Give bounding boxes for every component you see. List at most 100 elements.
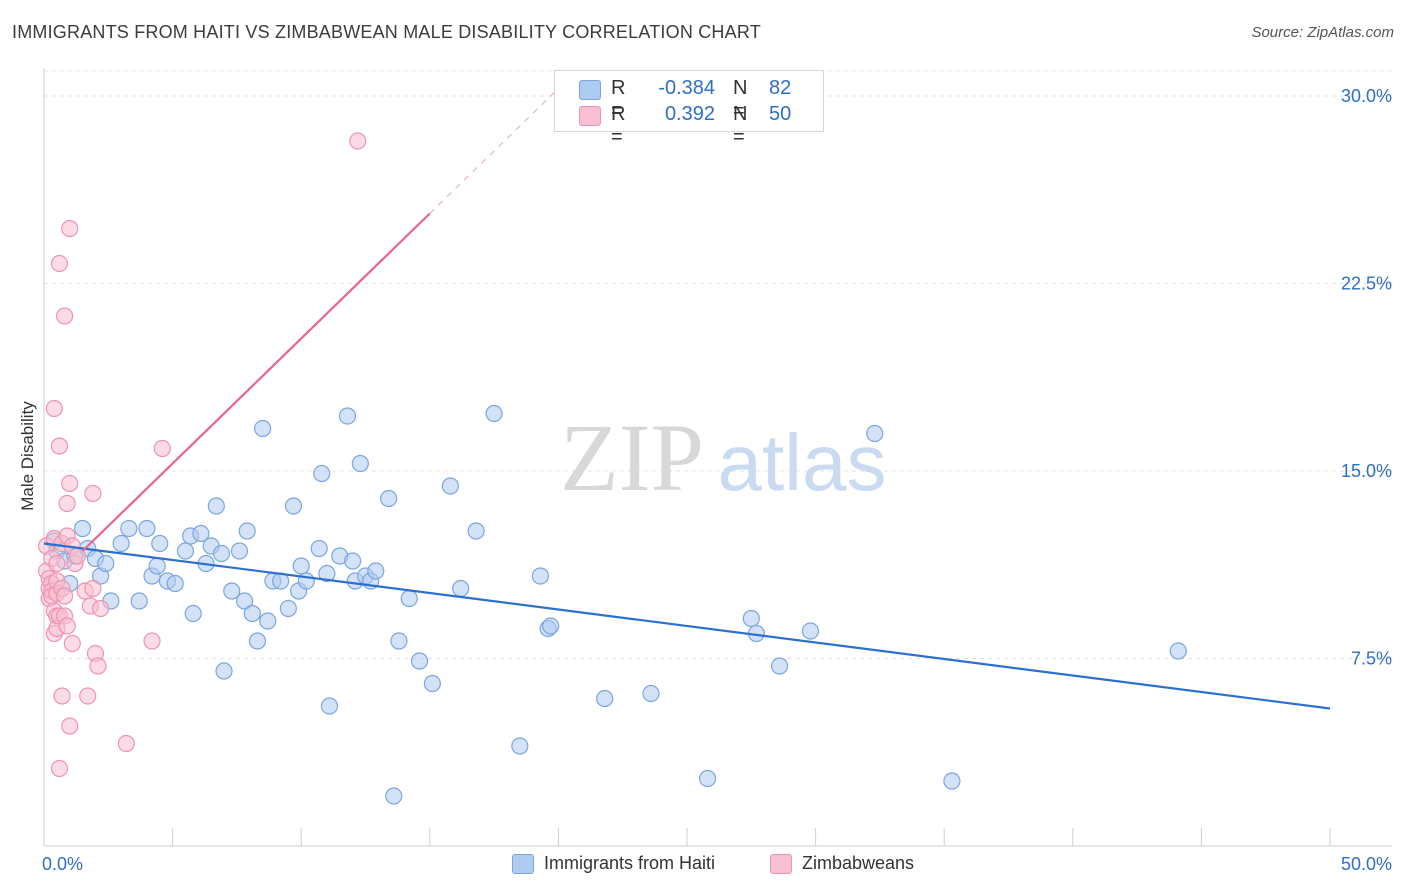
zimbabwe-point (153, 439, 171, 458)
haiti-point (230, 542, 249, 560)
n-value: 50 (769, 103, 792, 125)
haiti-point (542, 617, 560, 635)
haiti-point (166, 574, 184, 593)
zimbabwe-point (61, 219, 79, 238)
haiti-point (410, 652, 429, 670)
haiti-point (344, 552, 362, 570)
haiti-point (943, 772, 961, 790)
haiti-point (243, 604, 261, 623)
r-value: -0.384 (658, 77, 715, 99)
zimbabwe-point (55, 307, 74, 325)
y-tick-label: 15.0% (1341, 461, 1392, 481)
zimbabwe-point (48, 554, 66, 573)
zimbabwe-point (55, 587, 74, 605)
haiti-point (423, 674, 441, 693)
haiti-point (801, 622, 820, 640)
haiti-point (215, 662, 233, 680)
trend-lines (43, 75, 1331, 710)
r-label: R = (611, 103, 626, 148)
zimbabwe-point (61, 474, 79, 493)
y-axis-label: Male Disability (18, 401, 37, 511)
haiti-point (207, 497, 225, 515)
zimbabwe-point (45, 399, 63, 418)
zimbabwe-point (91, 599, 110, 618)
haiti-point (138, 519, 156, 538)
haiti-point (248, 632, 267, 650)
haiti-point (254, 419, 272, 438)
haiti-point (531, 567, 549, 585)
n-label: N = (733, 77, 748, 122)
zimbabwe-point (143, 632, 161, 650)
haiti-point (97, 554, 115, 573)
zimbabwe-point (63, 634, 81, 653)
haiti-point (292, 557, 310, 575)
source-label: Source: ZipAtlas.com (1251, 24, 1394, 41)
zimbabwe-point (89, 657, 107, 675)
haiti-point (485, 404, 503, 423)
legend-label-haiti: Immigrants from Haiti (544, 853, 716, 873)
y-tick-label: 30.0% (1341, 86, 1392, 106)
haiti-point (259, 612, 277, 630)
haiti-point (467, 522, 485, 540)
haiti-point (73, 519, 92, 538)
haiti-point (279, 599, 297, 618)
zimbabwe-point (349, 132, 367, 150)
haiti-point (866, 424, 884, 443)
haiti-point (742, 609, 760, 628)
axes (43, 68, 1392, 847)
y-tick-label: 7.5% (1351, 649, 1392, 669)
haiti-point (452, 579, 470, 598)
r-label: R = (611, 77, 626, 122)
zimbabwe-point (53, 687, 71, 705)
haiti-point (320, 697, 339, 715)
haiti-point (385, 787, 403, 805)
legend-label-zimbabwe: Zimbabweans (802, 853, 915, 873)
haiti-point (184, 604, 202, 623)
haiti-point (642, 684, 660, 703)
haiti-point (390, 632, 408, 650)
zimbabwe-swatch (579, 106, 601, 126)
zimbabwe-point (79, 687, 97, 705)
zimbabwe-point (58, 617, 76, 635)
zimbabwe-trend-line (81, 212, 431, 552)
zimbabwe-swatch (770, 854, 792, 874)
r-value: 0.392 (664, 103, 715, 125)
haiti-point (130, 592, 148, 610)
zimbabwe-point (84, 579, 102, 598)
haiti-trend-line (43, 542, 1331, 710)
zimbabwe-points (37, 132, 367, 778)
zimbabwe-point (50, 759, 69, 778)
chart-title: IMMIGRANTS FROM HAITI VS ZIMBABWEAN MALE… (12, 22, 761, 42)
n-value: 82 (769, 77, 792, 99)
x-tick-label: 0.0% (42, 854, 83, 874)
haiti-point (400, 589, 418, 608)
watermark-zip: ZIP (560, 404, 704, 511)
zimbabwe-point (117, 734, 135, 753)
n-label: N = (733, 103, 748, 148)
haiti-point (441, 477, 459, 495)
haiti-swatch (512, 854, 534, 874)
series-legend: Immigrants from Haiti Zimbabweans (0, 852, 1406, 878)
haiti-point (120, 519, 138, 538)
haiti-point (318, 564, 336, 583)
zimbabwe-point (84, 484, 102, 503)
x-tick-label: 50.0% (1341, 854, 1392, 874)
haiti-point (338, 407, 357, 425)
haiti-point (223, 582, 241, 600)
haiti-swatch (579, 80, 601, 100)
zimbabwe-trend-extension (429, 75, 572, 214)
zimbabwe-point (50, 254, 69, 273)
tick-labels: 7.5% 15.0% 22.5% 30.0% 0.0% 50.0% (42, 86, 1392, 874)
haiti-point (284, 497, 303, 515)
haiti-point (212, 544, 231, 563)
haiti-point (698, 769, 717, 788)
haiti-point (770, 657, 789, 675)
haiti-point (310, 539, 328, 558)
haiti-point (112, 534, 130, 553)
zimbabwe-point (50, 437, 69, 455)
haiti-point (367, 562, 385, 580)
haiti-point (192, 524, 210, 543)
haiti-point (596, 689, 614, 708)
haiti-point (313, 464, 331, 483)
